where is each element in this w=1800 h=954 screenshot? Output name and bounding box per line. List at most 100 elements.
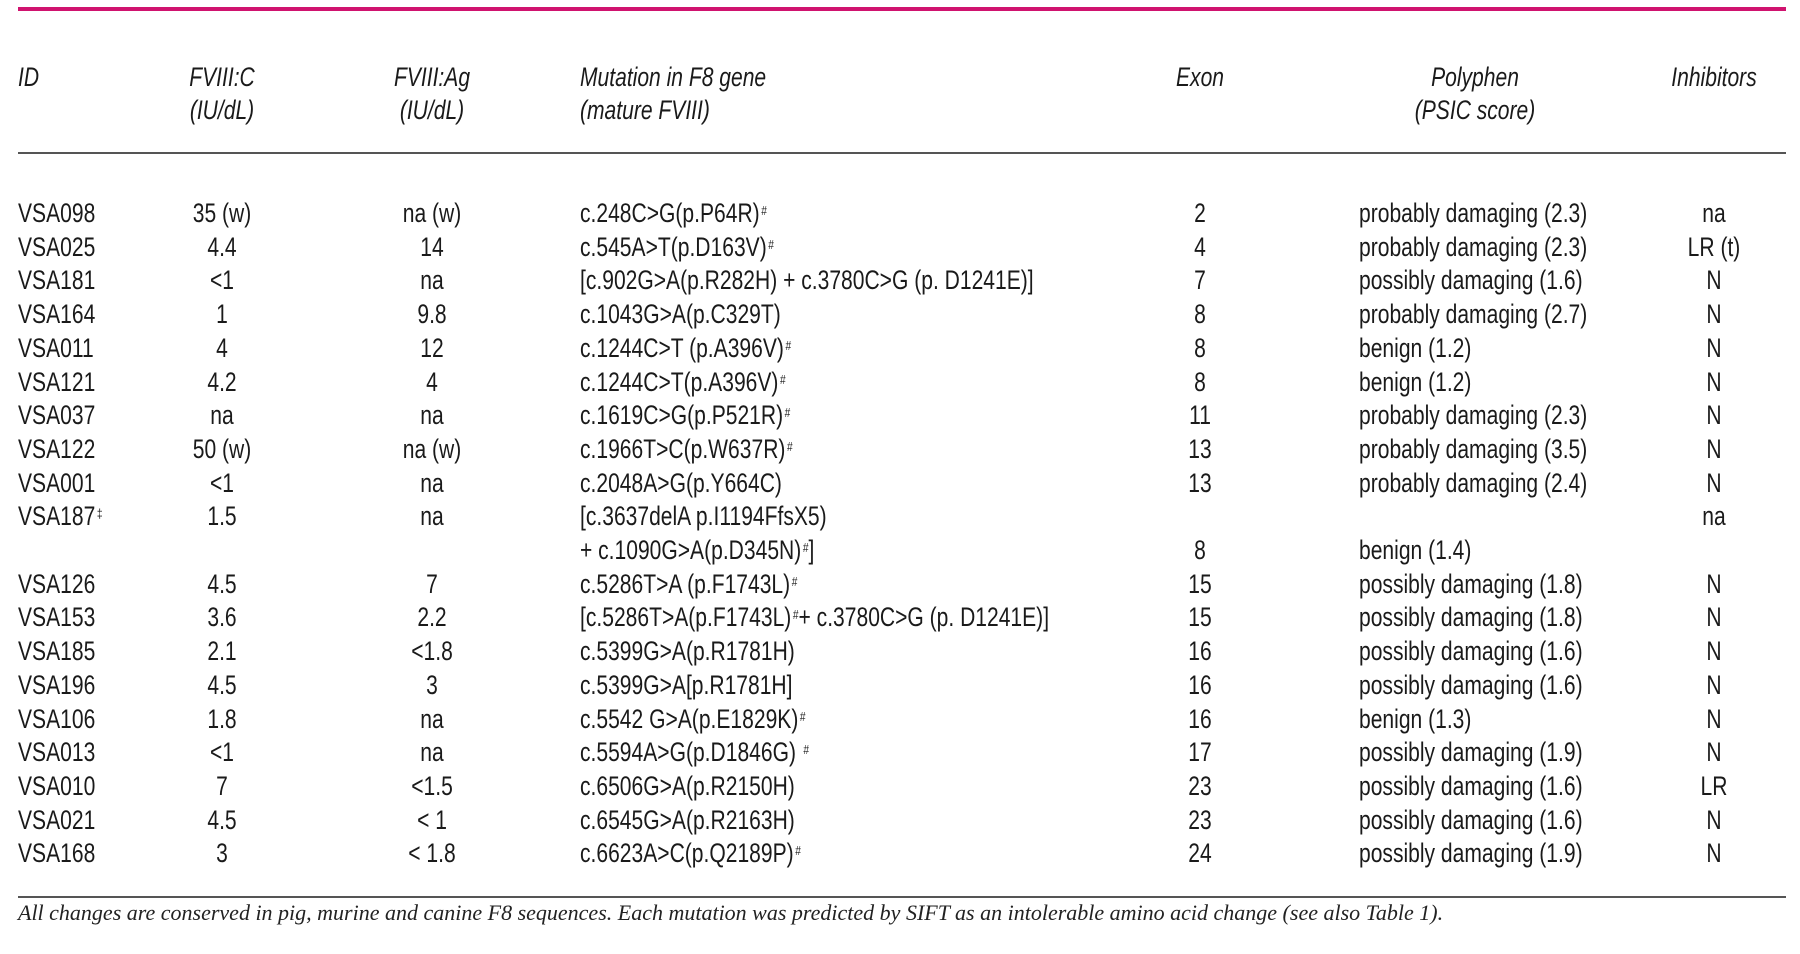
inhibitors-value: N xyxy=(1706,670,1722,700)
cell-polyphen-text: benign (1.3) xyxy=(1359,702,1471,736)
cell-exon-text: 17 xyxy=(1188,735,1211,769)
cell-fviii-ag: na xyxy=(417,702,447,736)
cell-fviii-ag: <1.5 xyxy=(405,769,458,803)
exon-value: 23 xyxy=(1188,805,1212,835)
cell-inhibitors-text: na xyxy=(1702,196,1725,230)
cell-inhibitors: N xyxy=(1704,331,1724,365)
cell-exon: 8 xyxy=(1192,533,1207,567)
cell-id-text: VSA153 xyxy=(18,600,95,634)
cell-id-text: VSA098 xyxy=(18,196,95,230)
polyphen-value: possibly damaging (1.6) xyxy=(1359,670,1583,700)
mutation-text: c.248C>G(p.P64R) xyxy=(580,198,760,228)
cell-polyphen-text: probably damaging (2.3) xyxy=(1359,398,1587,432)
header-polyphen-text: Polyphen xyxy=(1431,60,1519,94)
cell-polyphen-text: possibly damaging (1.9) xyxy=(1359,836,1583,870)
cell-polyphen-text: possibly damaging (1.6) xyxy=(1359,803,1583,837)
mutation-text: c.1043G>A(p.C329T) xyxy=(580,299,781,329)
cell-fviii-ag-text: 12 xyxy=(420,331,443,365)
cell-inhibitors-text: N xyxy=(1706,567,1721,601)
cell-exon: 15 xyxy=(1185,567,1215,601)
fviii-c-value: 4.5 xyxy=(207,670,237,700)
fviii-ag-value: 9.8 xyxy=(417,299,447,329)
fviii-c-value: 3.6 xyxy=(207,602,237,632)
cell-exon-text: 23 xyxy=(1188,769,1211,803)
cell-polyphen-text: probably damaging (2.7) xyxy=(1359,297,1587,331)
polyphen-value: possibly damaging (1.6) xyxy=(1359,771,1583,801)
cell-inhibitors: N xyxy=(1704,600,1724,634)
cell-fviii-c-text: 50 (w) xyxy=(193,432,252,466)
cell-polyphen: possibly damaging (1.6) xyxy=(1359,634,1646,668)
cell-id-text: VSA122 xyxy=(18,432,95,466)
cell-inhibitors: N xyxy=(1704,836,1724,870)
cell-exon: 2 xyxy=(1192,196,1207,230)
row-id: VSA037 xyxy=(18,400,96,430)
cell-fviii-c: 1 xyxy=(214,297,229,331)
cell-id: VSA010 xyxy=(18,769,117,803)
fviii-c-value: <1 xyxy=(209,737,235,767)
cell-fviii-ag-text: 2.2 xyxy=(417,600,446,634)
cell-fviii-ag-text: <1.8 xyxy=(411,634,453,668)
row-id: VSA126 xyxy=(18,569,96,599)
header-fviii-ag: FVIII:Ag xyxy=(383,60,481,94)
cell-mutation: c.1619C>G(p.P521R) # xyxy=(580,398,850,432)
cell-inhibitors: N xyxy=(1704,297,1724,331)
exon-value: 11 xyxy=(1189,400,1211,430)
cell-inhibitors: na xyxy=(1699,499,1729,533)
row-id: VSA187 xyxy=(18,501,96,531)
cell-fviii-c-text: 3 xyxy=(216,836,228,870)
cell-mutation-text: c.1244C>T(p.A396V) # xyxy=(580,365,786,399)
row-id: VSA185 xyxy=(18,636,96,666)
footnote-marker: # xyxy=(802,540,809,555)
fviii-c-value: <1 xyxy=(209,468,235,498)
cell-mutation-text: c.5286T>A (p.F1743L) # xyxy=(580,567,797,601)
cell-fviii-c: 1.8 xyxy=(203,702,241,736)
header-fviii-ag: (IU/dL) xyxy=(391,93,474,127)
polyphen-value: probably damaging (2.7) xyxy=(1359,299,1588,329)
mutation-text: c.6623A>C(p.Q2189P) xyxy=(580,838,794,868)
cell-mutation-text: c.545A>T(p.D163V) # xyxy=(580,230,774,264)
cell-exon: 23 xyxy=(1185,769,1215,803)
cell-id: VSA185 xyxy=(18,634,117,668)
cell-id-text: VSA164 xyxy=(18,297,95,331)
exon-value: 13 xyxy=(1188,434,1212,464)
cell-id: VSA021 xyxy=(18,803,117,837)
fviii-ag-value: 14 xyxy=(420,232,444,262)
header-label: Inhibitors xyxy=(1671,62,1757,92)
cell-id-text: VSA037 xyxy=(18,398,95,432)
inhibitors-value: N xyxy=(1706,838,1722,868)
exon-value: 4 xyxy=(1194,232,1206,262)
cell-polyphen: probably damaging (2.4) xyxy=(1359,466,1652,500)
cell-mutation: c.1244C>T(p.A396V) # xyxy=(580,365,844,399)
cell-polyphen: possibly damaging (1.8) xyxy=(1359,567,1646,601)
cell-fviii-c-text: 1.5 xyxy=(207,499,236,533)
cell-fviii-c-text: 4.5 xyxy=(207,803,236,837)
cell-id: VSA037 xyxy=(18,398,117,432)
cell-polyphen-text: possibly damaging (1.8) xyxy=(1359,567,1583,601)
polyphen-value: probably damaging (2.3) xyxy=(1359,400,1588,430)
cell-mutation-text: c.5594A>G(p.D1846G) # xyxy=(580,735,809,769)
fviii-c-value: 4.5 xyxy=(207,805,237,835)
cell-fviii-ag-text: na xyxy=(420,735,443,769)
row-id: VSA011 xyxy=(18,333,94,363)
cell-fviii-ag: na (w) xyxy=(394,432,469,466)
cell-polyphen-text: probably damaging (3.5) xyxy=(1359,432,1587,466)
cell-mutation-text: c.6623A>C(p.Q2189P) # xyxy=(580,836,801,870)
cell-inhibitors-text: N xyxy=(1706,365,1721,399)
polyphen-value: probably damaging (2.4) xyxy=(1359,468,1588,498)
polyphen-value: benign (1.2) xyxy=(1359,333,1472,363)
cell-fviii-ag: 3 xyxy=(424,668,439,702)
cell-fviii-ag: na xyxy=(417,398,447,432)
exon-value: 2 xyxy=(1194,198,1206,228)
cell-fviii-c: <1 xyxy=(207,263,238,297)
mutation-text: [c.902G>A(p.R282H) + c.3780C>G (p. D1241… xyxy=(580,265,1034,295)
fviii-ag-value: na xyxy=(420,265,444,295)
header-fviii-ag-text: FVIII:Ag xyxy=(394,60,470,94)
mutation-text: c.5399G>A(p.R1781H) xyxy=(580,636,795,666)
cell-polyphen: benign (1.3) xyxy=(1359,702,1503,736)
polyphen-value: possibly damaging (1.8) xyxy=(1359,569,1583,599)
header-polyphen: (PSIC score) xyxy=(1398,93,1553,127)
cell-polyphen-text: possibly damaging (1.6) xyxy=(1359,668,1583,702)
cell-inhibitors-text: N xyxy=(1706,803,1721,837)
cell-mutation: [c.3637delA p.I1194FfsX5) xyxy=(580,499,896,533)
cell-id: VSA181 xyxy=(18,263,117,297)
